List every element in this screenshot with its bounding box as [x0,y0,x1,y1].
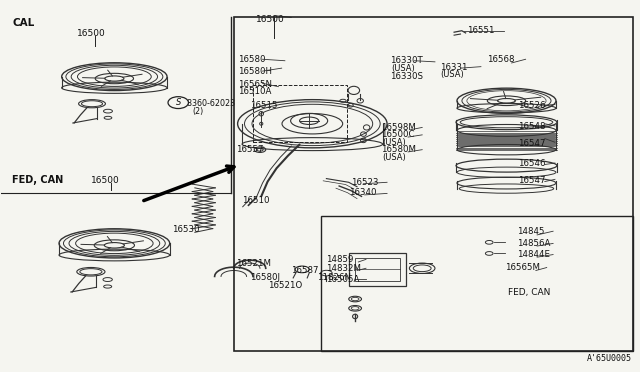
Text: (USA): (USA) [382,153,406,161]
Text: 16580M: 16580M [381,145,415,154]
Bar [234,17,633,351]
Text: 16526: 16526 [518,101,545,110]
Text: 16500: 16500 [256,15,285,24]
Text: 16548: 16548 [518,122,545,131]
Text: 16505A: 16505A [326,275,360,284]
Text: A'65U0005: A'65U0005 [587,354,632,363]
Text: 16510: 16510 [242,196,269,205]
Text: (USA): (USA) [440,70,464,79]
Text: 16331: 16331 [440,63,468,72]
Text: 16565M: 16565M [505,263,540,272]
Text: 16580H: 16580H [238,67,272,76]
Text: 16557: 16557 [236,145,263,154]
Text: 16551: 16551 [467,26,494,35]
Text: FED, CAN: FED, CAN [508,288,551,297]
Text: (USA): (USA) [382,138,406,147]
Text: CAL: CAL [12,18,35,28]
Bar [355,258,400,280]
Text: (2): (2) [192,107,204,116]
Bar [349,253,406,286]
Text: 11826N: 11826N [317,273,351,282]
Text: 16500: 16500 [77,29,106,38]
Text: 14859: 14859 [326,255,354,264]
Text: 08360-62023: 08360-62023 [182,99,236,108]
Text: 14844E: 14844E [516,250,550,259]
Text: 16547: 16547 [518,176,545,185]
Text: (USA): (USA) [392,64,415,73]
Text: 16340: 16340 [349,188,376,197]
Text: 16580J: 16580J [250,273,280,282]
Text: FED, CAN: FED, CAN [12,176,63,185]
Text: 16523: 16523 [351,178,378,187]
Circle shape [168,97,188,109]
Text: 16547: 16547 [518,139,545,148]
Text: 16565N: 16565N [238,80,272,89]
Text: 16521O: 16521O [268,281,302,290]
Text: 16521M: 16521M [236,259,271,268]
Text: 16530: 16530 [172,225,199,234]
Text: 16500C: 16500C [381,130,414,140]
Text: 16510A: 16510A [238,87,271,96]
Text: 16330S: 16330S [390,72,423,81]
Text: 16330T: 16330T [390,56,423,65]
Text: 16598M: 16598M [381,123,415,132]
Text: 16580: 16580 [238,55,266,64]
Text: S: S [175,98,181,107]
Text: 16500: 16500 [92,176,120,185]
Text: 14845: 14845 [516,227,544,236]
Bar [321,216,633,351]
Text: 16568: 16568 [487,55,515,64]
Text: 14832M: 14832M [326,264,362,273]
Text: 16587: 16587 [291,266,319,275]
Text: 16546: 16546 [518,158,545,167]
Text: 16515: 16515 [250,101,277,110]
Text: 14856A: 14856A [516,239,550,248]
Bar [253,85,348,142]
